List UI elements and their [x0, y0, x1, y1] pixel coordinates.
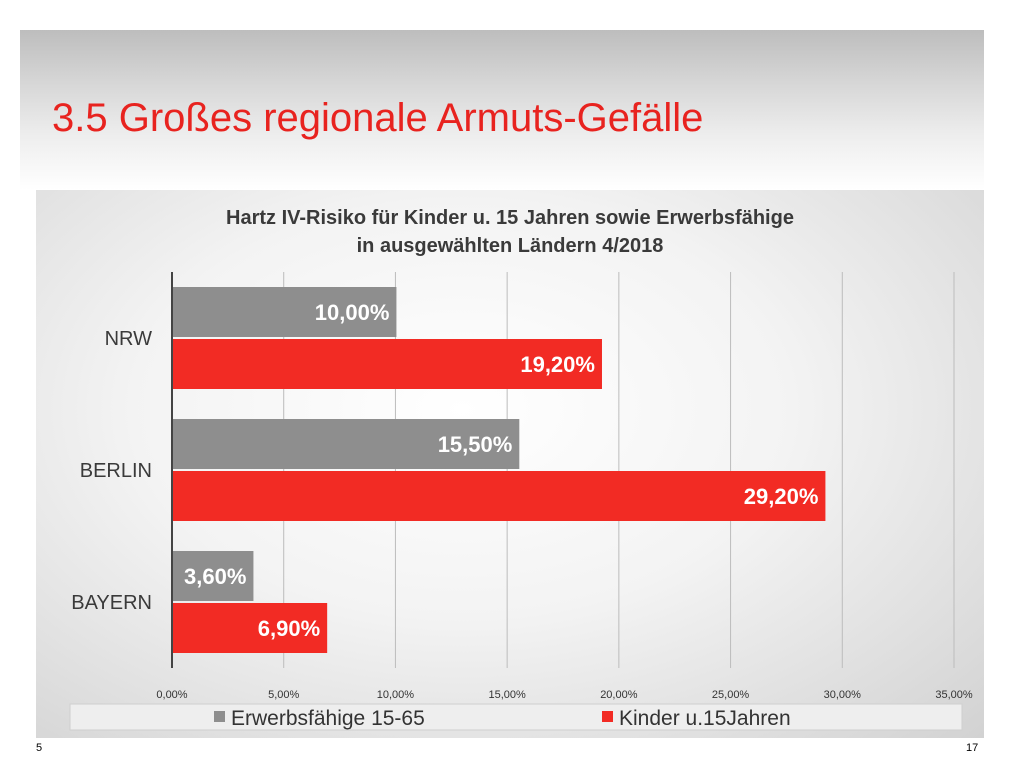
data-label: 10,00% — [315, 300, 390, 325]
x-tick-label: 20,00% — [600, 689, 638, 701]
bar-erwerbsfaehige-berlin — [173, 419, 520, 469]
legend: Erwerbsfähige 15-65 Kinder u.15Jahren — [214, 707, 791, 730]
data-labels: 10,00% 19,20% 15,50% 29,20% 3,60% 6,90% — [184, 300, 818, 641]
data-label: 3,60% — [184, 564, 246, 589]
x-tick-label: 35,00% — [935, 689, 973, 701]
bar-kinder-berlin — [173, 471, 826, 521]
category-labels: NRW BERLIN BAYERN — [71, 328, 152, 614]
x-tick-label: 5,00% — [268, 689, 299, 701]
legend-swatch — [602, 711, 613, 722]
data-label: 29,20% — [744, 484, 819, 509]
slide-title: 3.5 Großes regionale Armuts-Gefälle — [52, 96, 704, 140]
legend-label: Kinder u.15Jahren — [619, 707, 791, 730]
x-tick-labels: 0,00% 5,00% 10,00% 15,00% 20,00% 25,00% 30,00%… — [156, 689, 972, 701]
bar-chart: Hartz IV-Risiko für Kinder u. 15 Jahren … — [69, 207, 973, 731]
legend-box — [69, 703, 963, 731]
bar-kinder-bayern — [173, 603, 328, 653]
page-number-left: 5 — [36, 742, 43, 754]
x-tick-label: 25,00% — [712, 689, 750, 701]
bar-erwerbsfaehige-nrw — [173, 287, 397, 337]
data-label: 15,50% — [438, 432, 513, 457]
category-label: NRW — [105, 328, 153, 350]
x-tick-label: 10,00% — [377, 689, 415, 701]
x-tick-label: 15,00% — [488, 689, 526, 701]
chart-panel: Hartz IV-Risiko für Kinder u. 15 Jahren … — [36, 190, 984, 738]
x-tick-label: 30,00% — [824, 689, 862, 701]
bars — [173, 287, 826, 653]
data-label: 6,90% — [258, 616, 320, 641]
chart-title-line2: in ausgewählten Ländern 4/2018 — [357, 235, 664, 257]
header-band — [20, 30, 984, 190]
category-label: BERLIN — [80, 460, 152, 482]
legend-swatch — [214, 711, 225, 722]
legend-label: Erwerbsfähige 15-65 — [231, 707, 425, 730]
bar-kinder-nrw — [173, 339, 602, 389]
gridlines — [283, 272, 955, 668]
chart-title-line1: Hartz IV-Risiko für Kinder u. 15 Jahren … — [226, 207, 794, 229]
data-label: 19,20% — [520, 352, 595, 377]
page-number-right: 17 — [966, 742, 979, 754]
bar-erwerbsfaehige-bayern — [173, 551, 254, 601]
x-tick-label: 0,00% — [156, 689, 187, 701]
category-label: BAYERN — [71, 592, 152, 614]
